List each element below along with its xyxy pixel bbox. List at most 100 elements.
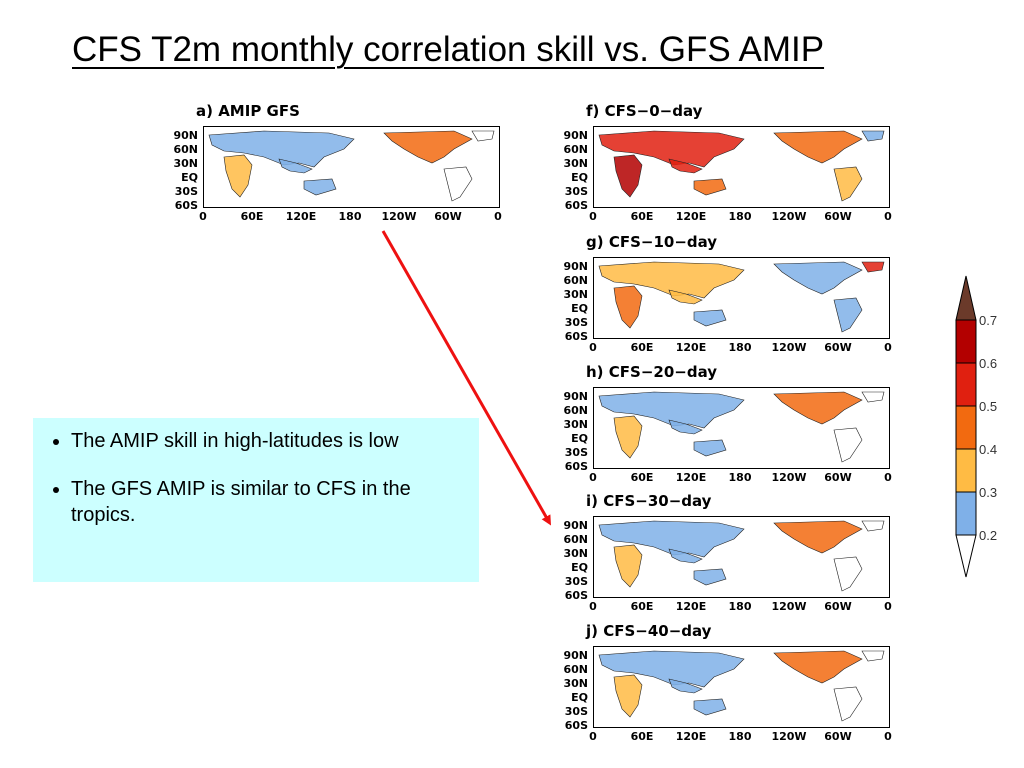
colorbar-label: 0.3 — [979, 485, 998, 500]
land-region-greenland — [861, 261, 885, 273]
lat-tick-label: 90N — [563, 649, 588, 662]
land-region-greenland — [861, 391, 885, 403]
lat-tick-label: 90N — [563, 519, 588, 532]
land-region-north-america — [773, 520, 863, 554]
lon-tick-label: 0 — [884, 341, 892, 354]
land-region-india-se-asia — [668, 419, 703, 435]
land-region-south-america — [833, 427, 863, 463]
land-region-india-se-asia — [668, 158, 703, 174]
map-svg — [598, 650, 885, 722]
lon-tick-label: 180 — [728, 210, 752, 223]
land-region-north-america — [773, 130, 863, 164]
land-region-eurasia — [208, 130, 355, 168]
colorbar-label: 0.6 — [979, 356, 998, 371]
land-region-eurasia — [598, 391, 745, 429]
panel-title: f) CFS−0−day — [586, 102, 703, 120]
lat-tick-label: 90N — [563, 390, 588, 403]
land-region-south-america — [833, 166, 863, 202]
map-svg — [598, 391, 885, 463]
land-region-greenland — [861, 520, 885, 532]
land-region-india-se-asia — [668, 289, 703, 305]
map-panel-i: i) CFS−30−day 90N 60N 30N EQ 30S 60S 0 60E 120E 1… — [556, 492, 901, 614]
land-region-africa — [613, 544, 643, 588]
lat-tick-label: EQ — [571, 691, 588, 704]
land-region-eurasia — [598, 650, 745, 688]
lon-tick-label: 60W — [824, 341, 852, 354]
lon-tick-label: 120E — [285, 210, 317, 223]
lat-tick-label: 60S — [564, 199, 588, 212]
land-region-eurasia — [598, 130, 745, 168]
land-region-north-america — [773, 391, 863, 425]
panel-title: h) CFS−20−day — [586, 363, 718, 381]
land-region-greenland — [861, 130, 885, 142]
land-region-australia — [693, 439, 727, 457]
land-region-africa — [223, 154, 253, 198]
lon-tick-label: 180 — [728, 471, 752, 484]
panel-title: j) CFS−40−day — [586, 622, 712, 640]
lat-tick-label: 30S — [564, 185, 588, 198]
lon-tick-label: 180 — [338, 210, 362, 223]
land-region-south-america — [833, 297, 863, 333]
land-region-north-america — [773, 650, 863, 684]
land-region-greenland — [861, 650, 885, 662]
lon-tick-label: 180 — [728, 600, 752, 613]
land-region-africa — [613, 154, 643, 198]
arrow-line — [381, 230, 551, 526]
land-region-north-america — [383, 130, 473, 164]
lat-tick-label: 90N — [563, 260, 588, 273]
map-frame — [593, 257, 890, 339]
lon-tick-label: 0 — [199, 210, 207, 223]
lat-tick-label: 60S — [564, 460, 588, 473]
land-region-south-america — [833, 686, 863, 722]
lat-tick-label: 30N — [173, 157, 198, 170]
lon-tick-label: 180 — [728, 341, 752, 354]
lon-tick-label: 120W — [771, 210, 807, 223]
panel-title: a) AMIP GFS — [196, 102, 300, 120]
lat-tick-label: 30N — [563, 547, 588, 560]
map-frame — [593, 646, 890, 728]
map-svg — [598, 130, 885, 202]
lat-tick-label: 30S — [564, 446, 588, 459]
lon-tick-label: 60W — [824, 600, 852, 613]
lat-tick-label: 30N — [563, 288, 588, 301]
lat-tick-label: 90N — [173, 129, 198, 142]
lat-tick-label: EQ — [571, 432, 588, 445]
map-frame — [593, 387, 890, 469]
lon-tick-label: 120W — [771, 600, 807, 613]
land-region-north-america — [773, 261, 863, 295]
colorbar-label: 0.2 — [979, 528, 998, 543]
land-region-greenland — [471, 130, 495, 142]
lat-tick-label: EQ — [571, 561, 588, 574]
lon-tick-label: 0 — [494, 210, 502, 223]
lon-tick-label: 0 — [589, 600, 597, 613]
lon-tick-label: 60W — [824, 210, 852, 223]
lat-tick-label: 30N — [563, 677, 588, 690]
land-region-eurasia — [598, 261, 745, 299]
lon-tick-label: 0 — [884, 471, 892, 484]
lon-tick-label: 60W — [824, 471, 852, 484]
lon-tick-label: 120W — [381, 210, 417, 223]
map-svg — [598, 520, 885, 592]
map-panel-j: j) CFS−40−day 90N 60N 30N EQ 30S 60S 0 60E 120E 1… — [556, 622, 901, 744]
land-region-australia — [693, 698, 727, 716]
slide-title: CFS T2m monthly correlation skill vs. GF… — [72, 30, 825, 69]
lon-tick-label: 60W — [824, 730, 852, 743]
lon-tick-label: 0 — [884, 730, 892, 743]
panel-title: g) CFS−10−day — [586, 233, 718, 251]
map-panel-h: h) CFS−20−day 90N 60N 30N EQ 30S 60S 0 60E 120E 1… — [556, 363, 901, 485]
land-region-australia — [693, 178, 727, 196]
land-region-australia — [693, 309, 727, 327]
map-frame — [593, 516, 890, 598]
lon-tick-label: 120E — [675, 471, 707, 484]
map-panel-a: a) AMIP GFS 90N 60N 30N EQ 30S 60S 0 60E 120E 180… — [166, 102, 511, 224]
lat-tick-label: EQ — [571, 302, 588, 315]
land-region-india-se-asia — [278, 158, 313, 174]
lon-tick-label: 120E — [675, 730, 707, 743]
lon-tick-label: 120W — [771, 471, 807, 484]
colorbar-graphic — [955, 275, 977, 578]
lat-tick-label: 60N — [563, 533, 588, 546]
notes-box: The AMIP skill in high-latitudes is low … — [33, 418, 479, 582]
colorbar-label: 0.4 — [979, 442, 998, 457]
lat-tick-label: EQ — [571, 171, 588, 184]
